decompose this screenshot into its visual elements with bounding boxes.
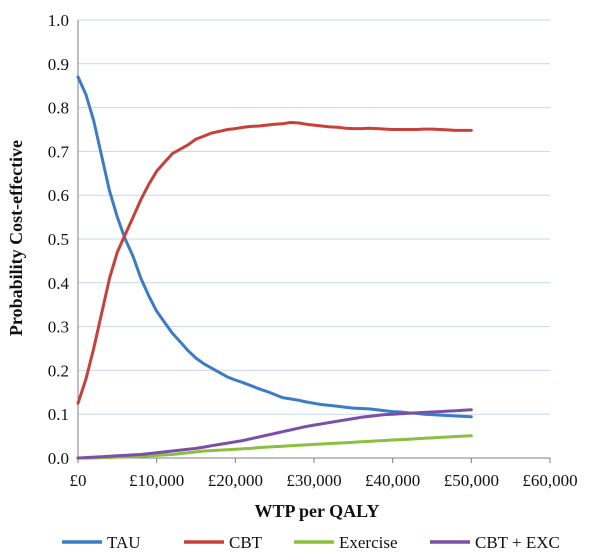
x-tick-label: £20,000 [208,471,263,490]
x-tick-label: £50,000 [444,471,499,490]
legend-label: TAU [107,533,141,552]
x-tick-labels: £0 £10,000 £20,000 £30,000 £40,000 £50,000 £60… [70,471,578,490]
x-tick-label: £0 [70,471,87,490]
y-tick-label: 0.5 [48,230,69,249]
legend-label: Exercise [339,533,398,552]
gridlines [78,19,550,415]
legend-label: CBT + EXC [475,533,560,552]
series-line-cbt-exc [76,408,473,460]
series-lines [76,75,473,460]
series-line-exercise [76,434,473,460]
x-tick-label: £40,000 [365,471,420,490]
legend-label: CBT [229,533,263,552]
y-tick-label: 0.7 [48,142,70,161]
y-tick-label: 0.8 [48,99,69,118]
y-axis-title: Probability Cost-effective [6,140,26,336]
x-tick-label: £10,000 [129,471,184,490]
y-tick-label: 0.4 [48,274,70,293]
x-axis-title: WTP per QALY [254,501,379,521]
y-tick-label: 0.1 [48,405,69,424]
y-tick-label: 0.3 [48,318,69,337]
y-tick-labels: 0.0 0.1 0.2 0.3 0.4 0.5 0.6 0.7 0.8 0.9 1.0 [48,11,70,468]
series-line-tau [76,75,473,419]
y-tick-label: 0.6 [48,186,69,205]
y-tick-label: 0.2 [48,361,69,380]
x-tick-label: £60,000 [522,471,577,490]
y-tick-label: 0.9 [48,55,69,74]
x-tick-label: £30,000 [286,471,341,490]
axes [77,20,551,463]
y-tick-label: 1.0 [48,11,69,30]
y-tick-label: 0.0 [48,449,69,468]
series-line-cbt [76,121,473,405]
legend: TAU CBT Exercise CBT + EXC [62,533,560,552]
